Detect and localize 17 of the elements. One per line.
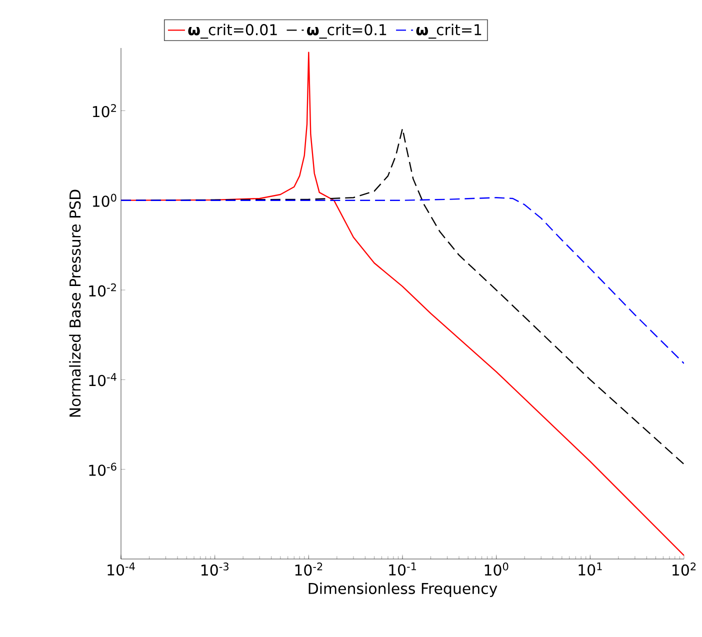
- x-tick-label: 10$^{2}$: [672, 562, 696, 576]
- x-tick-label: 10$^{1}$: [578, 562, 602, 576]
- legend-label: ω_crit=1: [416, 24, 482, 39]
- y-tick-label: 10$^{-6}$: [89, 462, 116, 476]
- x-axis-title: Dimensionless Frequency: [308, 582, 498, 598]
- legend-label: ω_crit=0.01: [188, 24, 277, 39]
- y-tick-label: 10$^{0}$: [92, 194, 116, 207]
- x-tick-label: 10$^{-2}$: [295, 562, 322, 576]
- y-tick-label: 10$^{2}$: [92, 104, 116, 118]
- x-tick-label: 10$^{0}$: [484, 562, 508, 576]
- legend-label: ω_crit=0.1: [306, 24, 386, 39]
- y-tick-label: 10$^{-2}$: [89, 283, 116, 297]
- y-axis-title: Normalized Base Pressure PSD: [69, 190, 81, 417]
- x-tick-label: 10$^{-4}$: [108, 562, 135, 576]
- y-tick-label: 10$^{-4}$: [89, 373, 116, 386]
- x-tick-label: 10$^{-1}$: [389, 562, 416, 576]
- x-tick-label: 10$^{-3}$: [202, 562, 228, 576]
